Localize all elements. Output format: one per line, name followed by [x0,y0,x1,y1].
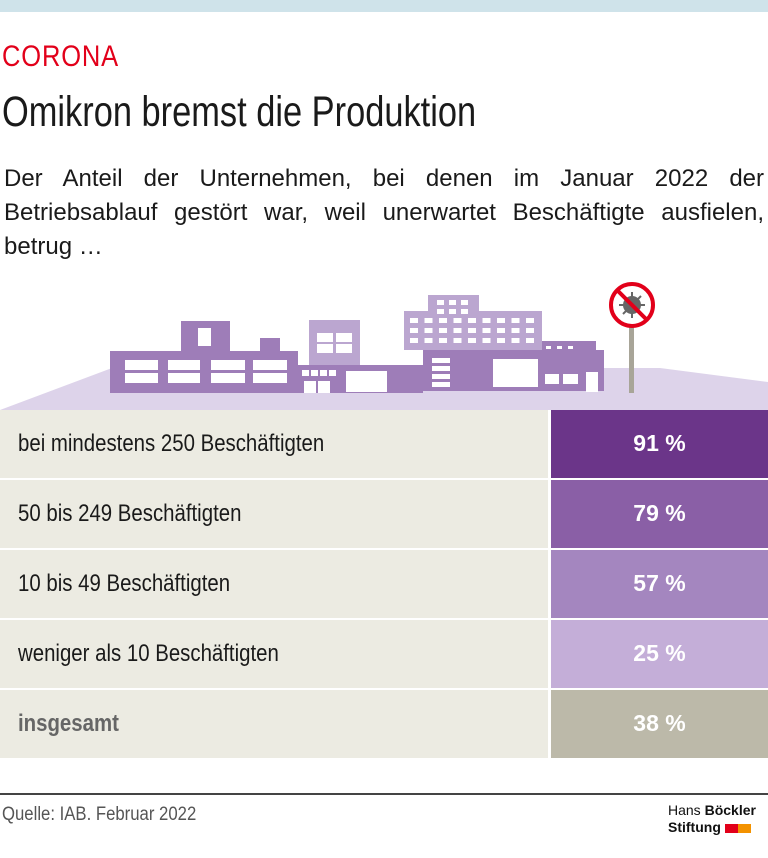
hans-boeckler-logo: Hans Böckler Stiftung [668,802,756,835]
window [410,318,418,323]
value-cell: 25 % [551,620,768,688]
window [439,318,447,323]
table-row: insgesamt 38 % [0,690,768,758]
row-label: insgesamt [18,710,119,737]
window [497,338,505,343]
value-label: 57 % [633,570,686,596]
window [468,338,476,343]
window [497,318,505,323]
window [526,338,534,343]
row-label-cell: 50 bis 249 Beschäftigten [0,480,548,548]
row-label-cell: bei mindestens 250 Beschäftigten [0,410,548,478]
window [424,328,433,333]
value-cell: 79 % [551,480,768,548]
value-cell: 91 % [551,410,768,478]
top-bar [0,0,768,12]
window [497,328,505,333]
window [482,328,491,333]
window [453,328,462,333]
subtitle: Der Anteil der Unternehmen, bei denen im… [4,165,764,260]
window [511,328,520,333]
table-row: bei mindestens 250 Beschäftigten 91 % [0,410,768,478]
window [410,338,418,343]
windows [125,300,598,393]
window [468,318,476,323]
page-title: Omikron bremst die Produktion [2,88,477,136]
window [468,328,476,333]
window [526,318,534,323]
value-cell: 38 % [551,690,768,758]
row-label: weniger als 10 Beschäftigten [18,640,279,667]
table-row: 50 bis 249 Beschäftigten 79 % [0,480,768,548]
sign-pole [629,322,634,393]
window [439,328,447,333]
kicker: CORONA [2,40,120,73]
table-row: 10 bis 49 Beschäftigten 57 % [0,550,768,618]
row-label-cell: 10 bis 49 Beschäftigten [0,550,548,618]
row-label: 10 bis 49 Beschäftigten [18,570,231,597]
window [453,338,462,343]
value-label: 79 % [633,500,686,526]
window [511,338,520,343]
window [424,338,433,343]
window [482,338,491,343]
window [453,318,462,323]
window [482,318,491,323]
window [511,318,520,323]
value-cell: 57 % [551,550,768,618]
window [439,338,447,343]
value-label: 25 % [633,640,686,666]
value-label: 91 % [633,430,686,456]
source-note: Quelle: IAB. Februar 2022 [2,804,197,825]
window [526,328,534,333]
no-virus-sign-icon [609,282,655,328]
window [424,318,433,323]
window [410,328,418,333]
row-label-cell: weniger als 10 Beschäftigten [0,620,548,688]
row-label: bei mindestens 250 Beschäftigten [18,430,325,457]
table-row: weniger als 10 Beschäftigten 25 % [0,620,768,688]
row-label: 50 bis 249 Beschäftigten [18,500,242,527]
row-label-cell: insgesamt [0,690,548,758]
divider [0,793,768,795]
value-label: 38 % [633,710,686,736]
skyline-illustration [0,282,768,410]
